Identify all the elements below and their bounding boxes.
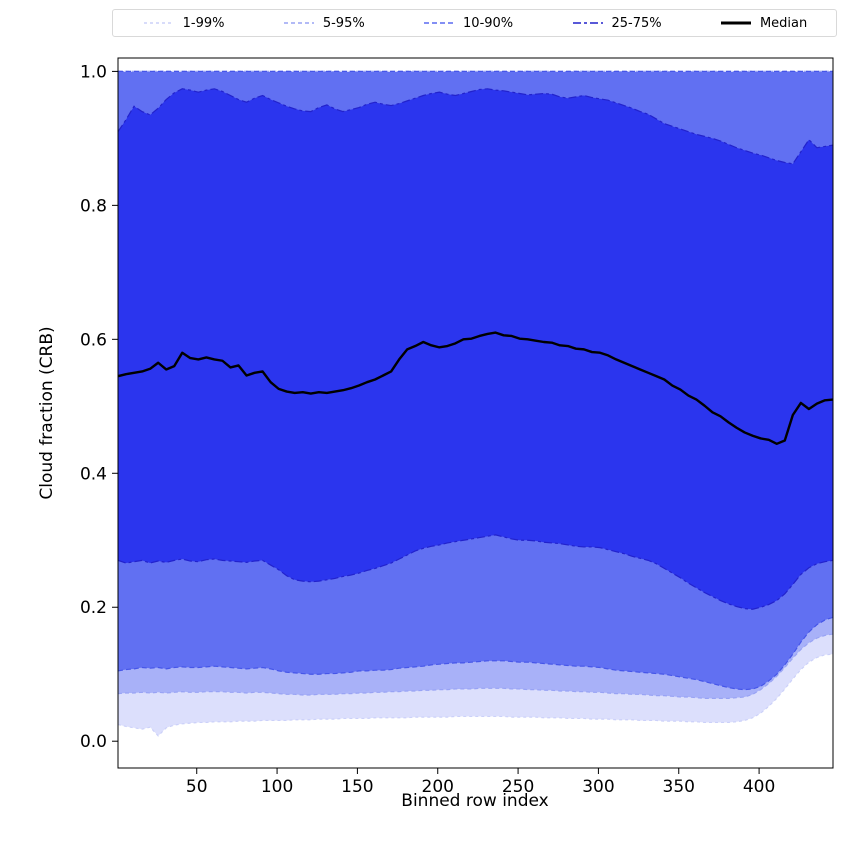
y-tick-label: 1.0 <box>80 62 107 82</box>
y-tick-label: 0.0 <box>80 732 107 752</box>
legend-label-10-90: 10-90% <box>463 15 514 31</box>
legend-line-sample-10-90 <box>424 22 455 24</box>
legend-item-median: Median <box>719 17 807 30</box>
axes-spines <box>117 57 834 769</box>
x-tick-label: 50 <box>186 777 208 797</box>
legend-item-1-99: 1-99% <box>142 17 225 30</box>
percentile-bands <box>118 70 833 737</box>
x-axis-title: Binned row index <box>401 791 548 811</box>
median-line <box>118 331 833 446</box>
y-tick-label: 0.4 <box>80 464 107 484</box>
y-tick-label: 0.8 <box>80 196 107 216</box>
legend-label-1-99: 1-99% <box>182 15 225 31</box>
legend-label-median: Median <box>759 15 808 31</box>
x-tick-label: 100 <box>261 777 293 797</box>
legend-line-sample-5-95 <box>283 22 314 24</box>
legend-item-10-90: 10-90% <box>422 17 513 30</box>
x-tick-label: 300 <box>582 777 614 797</box>
upper-percentile-line-25-75% <box>118 88 833 165</box>
legend-line-sample-25-75 <box>572 22 603 24</box>
y-axis-title: Cloud fraction (CRB) <box>37 326 57 499</box>
legend-label-5-95: 5-95% <box>322 15 365 31</box>
lower-percentile-line-1-99% <box>118 653 833 737</box>
lower-percentile-line-5-95% <box>118 633 833 699</box>
x-tick-label: 350 <box>663 777 695 797</box>
x-tick-label: 250 <box>502 777 534 797</box>
x-tick-label: 150 <box>341 777 373 797</box>
x-tick-label: 200 <box>422 777 454 797</box>
y-tick-label: 0.6 <box>80 330 107 350</box>
legend-line-sample-median <box>720 21 751 25</box>
legend-label-25-75: 25-75% <box>611 15 662 31</box>
band-fill-25-75% <box>118 88 833 610</box>
legend: 1-99% 5-95% 10-90% 25-75% Median <box>112 9 837 37</box>
y-tick-label: 0.2 <box>80 598 107 618</box>
legend-item-25-75: 25-75% <box>571 17 662 30</box>
x-tick-label: 400 <box>743 777 775 797</box>
legend-line-sample-1-99 <box>143 22 174 24</box>
lower-percentile-line-25-75% <box>118 534 833 610</box>
legend-item-5-95: 5-95% <box>282 17 365 30</box>
